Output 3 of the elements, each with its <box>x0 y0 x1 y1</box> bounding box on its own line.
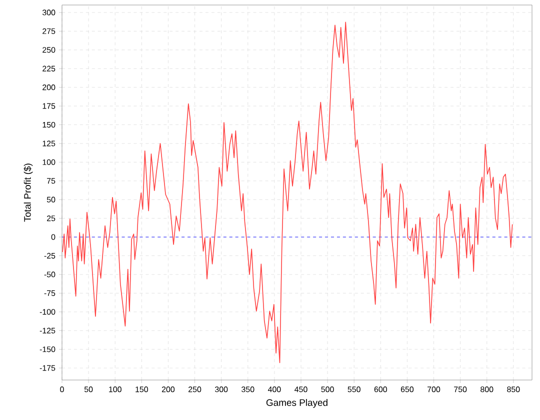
line-series <box>62 22 513 364</box>
y-axis-title: Total Profit ($) <box>24 164 33 222</box>
x-axis-title: Games Played <box>266 399 328 408</box>
